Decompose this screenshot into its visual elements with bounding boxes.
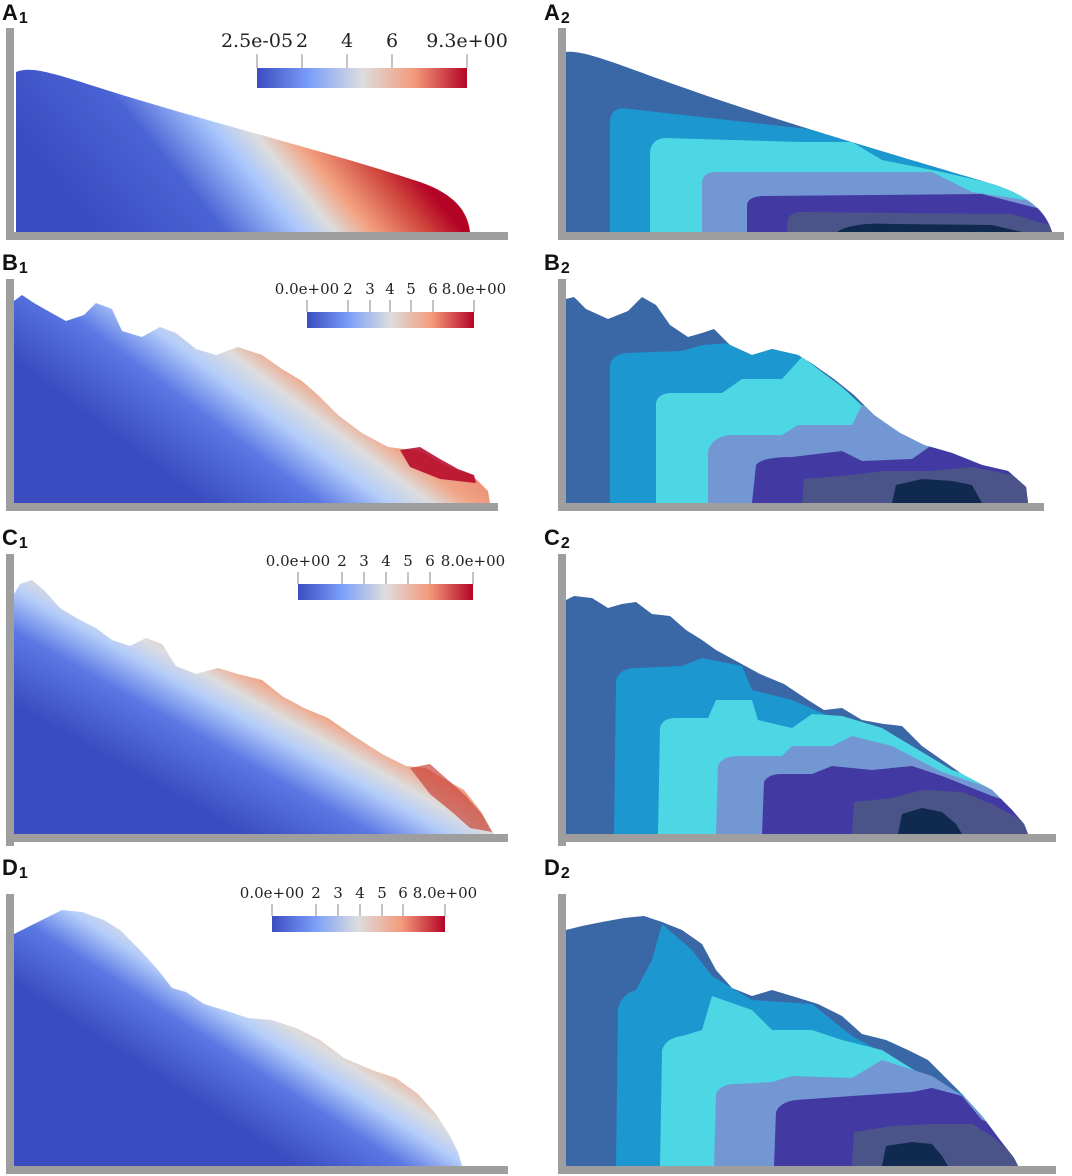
zone-field bbox=[566, 297, 1028, 503]
colorbar-d-tick-label-0: 0.0e+00 bbox=[239, 884, 305, 902]
colorbar-d-tick-label-1: 2 bbox=[311, 884, 321, 902]
temperature-field bbox=[16, 69, 470, 232]
colorbar-a-tick-label-3: 6 bbox=[385, 30, 399, 52]
wall-left bbox=[6, 28, 14, 240]
colorbar-d-tick-label-2: 3 bbox=[333, 884, 343, 902]
colorbar-b: 0.0e+00 2 3 4 5 6 8.0e+00 bbox=[260, 280, 520, 336]
temperature-field bbox=[14, 910, 462, 1166]
colorbar-d-tick-label-5: 6 bbox=[398, 884, 408, 902]
zone-field bbox=[566, 916, 1018, 1166]
panel-label-c2: C2 bbox=[544, 525, 570, 552]
panel-label-c1: C1 bbox=[2, 525, 28, 552]
wall-left bbox=[558, 28, 566, 240]
panel-label-a1: A1 bbox=[2, 0, 28, 27]
colorbar-d-tick-label-6: 8.0e+00 bbox=[412, 884, 478, 902]
panel-d2-plot bbox=[558, 894, 1056, 1174]
panel-label-a2: A2 bbox=[544, 0, 570, 27]
panel-label-b1: B1 bbox=[2, 250, 28, 277]
panel-label-d1: D1 bbox=[2, 855, 28, 882]
zone-field bbox=[566, 51, 1052, 233]
colorbar-d-tick-label-4: 5 bbox=[377, 884, 387, 902]
wall-left bbox=[558, 554, 566, 846]
colorbar-b-tick-label-3: 4 bbox=[385, 280, 395, 298]
colorbar-c-tick-label-2: 3 bbox=[359, 552, 369, 570]
colorbar-c-bar bbox=[297, 572, 474, 600]
colorbar-a-tick-label-2: 4 bbox=[340, 30, 354, 52]
colorbar-c: 0.0e+00 2 3 4 5 6 8.0e+00 bbox=[250, 552, 520, 608]
colorbar-b-tick-label-1: 2 bbox=[343, 280, 353, 298]
temperature-field bbox=[14, 580, 494, 834]
colorbar-c-tick-label-5: 6 bbox=[425, 552, 435, 570]
panel-label-d2: D2 bbox=[544, 855, 570, 882]
hot-zone bbox=[400, 447, 476, 483]
floor bbox=[558, 232, 1064, 240]
panel-b1-plot bbox=[6, 279, 498, 511]
panel-d1-plot bbox=[6, 894, 508, 1174]
colorbar-c-tick-label-6: 8.0e+00 bbox=[440, 552, 506, 570]
colorbar-d-bar bbox=[271, 904, 446, 932]
floor bbox=[558, 1166, 1056, 1174]
colorbar-d-tick-label-3: 4 bbox=[355, 884, 365, 902]
wall-left bbox=[6, 279, 14, 511]
panel-c2-plot bbox=[558, 554, 1056, 846]
wall-left bbox=[6, 554, 14, 846]
panel-a1-plot bbox=[6, 28, 508, 240]
colorbar-c-tick-label-3: 4 bbox=[381, 552, 391, 570]
colorbar-c-tick-label-1: 2 bbox=[337, 552, 347, 570]
wall-left bbox=[6, 894, 14, 1174]
temperature-field bbox=[14, 295, 490, 503]
colorbar-d: 0.0e+00 2 3 4 5 6 8.0e+00 bbox=[220, 884, 490, 940]
colorbar-a-tick-label-4: 9.3e+00 bbox=[426, 30, 508, 52]
colorbar-b-bar bbox=[306, 300, 475, 328]
panel-b2-plot bbox=[558, 279, 1044, 511]
colorbar-a-tick-label-0: 2.5e-05 bbox=[220, 30, 294, 52]
floor bbox=[6, 503, 498, 511]
panel-a2-plot bbox=[558, 28, 1064, 240]
colorbar-b-tick-label-2: 3 bbox=[365, 280, 375, 298]
colorbar-b-tick-label-6: 8.0e+00 bbox=[441, 280, 507, 298]
zone-field bbox=[566, 596, 1028, 834]
colorbar-a: 2.5e-05 2 4 6 9.3e+00 bbox=[200, 30, 520, 92]
colorbar-b-tick-label-5: 6 bbox=[428, 280, 438, 298]
hot-zone bbox=[410, 764, 492, 832]
floor bbox=[6, 834, 508, 842]
colorbar-a-bar bbox=[256, 54, 468, 88]
wall-left bbox=[558, 279, 566, 511]
floor bbox=[558, 834, 1056, 842]
colorbar-c-tick-label-0: 0.0e+00 bbox=[265, 552, 331, 570]
colorbar-b-tick-label-0: 0.0e+00 bbox=[274, 280, 340, 298]
wall-left bbox=[558, 894, 566, 1174]
colorbar-b-tick-label-4: 5 bbox=[406, 280, 416, 298]
colorbar-c-tick-label-4: 5 bbox=[403, 552, 413, 570]
colorbar-a-tick-label-1: 2 bbox=[295, 30, 309, 52]
panel-c1-plot bbox=[6, 554, 508, 846]
floor bbox=[6, 232, 508, 240]
panel-label-b2: B2 bbox=[544, 250, 570, 277]
floor bbox=[6, 1166, 508, 1174]
floor bbox=[558, 503, 1044, 511]
